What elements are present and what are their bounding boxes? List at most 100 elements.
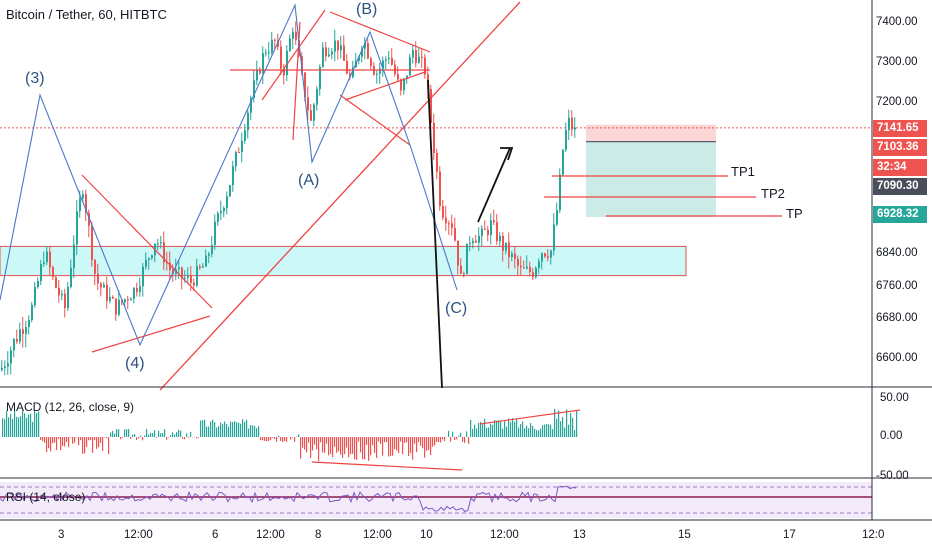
candle-body (250, 98, 252, 113)
macd-bar (148, 434, 150, 437)
candle-body (232, 166, 234, 186)
macd-bar (366, 437, 368, 445)
candle-body (316, 89, 318, 105)
candle-body (214, 221, 216, 245)
macd-bar (28, 414, 30, 437)
candle-body (235, 152, 237, 167)
macd-bar (314, 437, 316, 445)
macd-bar (218, 426, 220, 437)
macd-bar (354, 437, 356, 460)
macd-bar (164, 429, 166, 437)
macd-bar (222, 424, 224, 437)
x-tick: 12:00 (124, 529, 153, 541)
macd-bar (386, 437, 388, 443)
candle-body (190, 276, 192, 283)
wave-label: (C) (445, 300, 468, 317)
candle-body (7, 363, 9, 367)
candle-body (451, 223, 453, 228)
triangle-lower (91, 315, 211, 353)
candle-body (283, 68, 285, 76)
candle-body (388, 57, 390, 60)
macd-bar (528, 428, 530, 437)
candle-body (52, 267, 54, 278)
macd-bar (506, 426, 508, 437)
candle-body (460, 265, 462, 274)
candle-body (46, 251, 48, 263)
macd-divergence-high (479, 409, 581, 425)
candle-body (265, 52, 267, 54)
macd-bar (12, 418, 14, 437)
candle-body (58, 287, 60, 296)
macd-bar (200, 420, 202, 437)
macd-bar (352, 437, 354, 454)
macd-bar (376, 437, 378, 459)
candle-body (463, 273, 465, 275)
macd-bar (244, 421, 246, 437)
candle-body (181, 267, 183, 279)
candle-body (142, 266, 144, 287)
macd-bar (428, 437, 430, 450)
stop-loss-zone (586, 124, 716, 142)
macd-bar (98, 437, 100, 448)
macd-bar (14, 410, 16, 437)
macd-bar (90, 437, 92, 441)
candle-body (10, 350, 12, 364)
candle-body (406, 75, 408, 79)
candle-body (361, 48, 363, 57)
macd-bar (490, 423, 492, 437)
candle-body (559, 174, 561, 211)
candle-body (145, 259, 147, 267)
macd-bar (202, 420, 204, 437)
candle-body (571, 117, 573, 130)
candle-body (184, 277, 186, 279)
candle-body (289, 38, 291, 51)
candle-body (469, 242, 471, 244)
candle-body (196, 266, 198, 286)
candle-body (478, 235, 480, 243)
macd-bar (52, 437, 54, 444)
macd-bar (236, 422, 238, 437)
bar-countdown: 32:34 (873, 159, 927, 176)
macd-bar (360, 437, 362, 453)
macd-bar (116, 429, 118, 437)
profit-zone (586, 141, 716, 217)
macd-bar (420, 437, 422, 446)
y-tick: 7200.00 (876, 96, 918, 108)
macd-bar (488, 427, 490, 437)
macd-bar (32, 421, 34, 437)
candle-body (331, 51, 333, 55)
macd-bar (112, 430, 114, 437)
candle-body (268, 52, 270, 54)
macd-bar (502, 428, 504, 437)
macd-bar (466, 431, 468, 437)
macd-bar (374, 437, 376, 453)
macd-bar (390, 437, 392, 456)
macd-bar (240, 423, 242, 437)
macd-bar (232, 422, 234, 437)
y-tick: 7400.00 (876, 16, 918, 28)
macd-bar (350, 437, 352, 455)
macd-bar (418, 437, 420, 443)
candle-body (28, 319, 30, 327)
wave-label: (3) (25, 70, 45, 87)
macd-bar (476, 428, 478, 437)
candle-body (556, 210, 558, 225)
candle-body (22, 329, 24, 334)
macd-bar (142, 437, 144, 441)
macd-bar (196, 437, 198, 439)
macd-bar (228, 426, 230, 437)
macd-bar (128, 429, 130, 437)
elliott-wave-path (0, 2, 458, 347)
macd-bar (278, 435, 280, 437)
macd-bar (442, 437, 444, 440)
macd-bar (252, 425, 254, 437)
macd-bar (358, 437, 360, 442)
macd-bar (150, 432, 152, 437)
candle-body (106, 284, 108, 301)
candle-body (4, 366, 6, 369)
macd-bar (18, 417, 20, 437)
macd-bar (302, 437, 304, 448)
candle-body (448, 223, 450, 225)
macd-bar (114, 433, 116, 437)
